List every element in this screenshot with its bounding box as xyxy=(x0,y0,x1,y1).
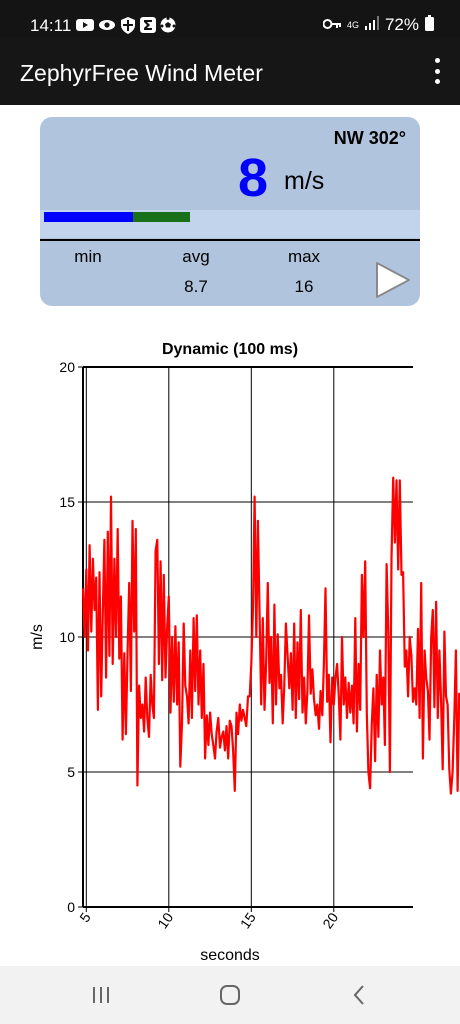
recents-icon[interactable] xyxy=(89,983,113,1007)
overflow-menu-icon[interactable] xyxy=(432,58,442,84)
wind-speed-value: 8 xyxy=(238,148,269,208)
chart-title: Dynamic (100 ms) xyxy=(162,341,298,358)
eye-icon xyxy=(98,18,116,32)
status-time: 14:11 xyxy=(30,16,72,35)
status-bar: 14:11 4G 72% xyxy=(0,0,460,38)
play-icon xyxy=(376,262,410,298)
battery-percent: 72% xyxy=(384,15,419,34)
panel-divider xyxy=(40,239,420,241)
y-tick-label-15: 15 xyxy=(59,494,75,510)
max-label: max xyxy=(287,247,321,266)
wind-panel: NW 302° 8 m/s min avg max 8.7 16 xyxy=(40,117,420,306)
signal-icon xyxy=(364,15,379,35)
y-tick-label-5: 5 xyxy=(67,764,75,780)
avg-label: avg xyxy=(182,247,210,266)
youtube-icon xyxy=(76,18,94,32)
y-tick-label-0: 0 xyxy=(67,899,75,915)
max-value: 16 xyxy=(294,277,314,296)
x-tick-label-5: 5 xyxy=(76,909,94,925)
play-button[interactable] xyxy=(374,261,412,299)
speed-bar xyxy=(40,210,420,238)
y-tick-label-10: 10 xyxy=(59,629,75,645)
shield-icon xyxy=(120,16,136,34)
app-title: ZephyrFree Wind Meter xyxy=(20,60,263,86)
speed-bar-blue xyxy=(44,212,133,222)
wind-direction: NW 302° xyxy=(333,128,406,148)
x-tick-label-20: 20 xyxy=(319,909,341,931)
sigma-icon xyxy=(140,17,156,33)
x-tick-label-15: 15 xyxy=(237,909,259,931)
wind-speed-series xyxy=(81,476,460,795)
min-label: min xyxy=(74,247,102,266)
status-notification-icons xyxy=(76,16,176,34)
home-icon[interactable] xyxy=(218,983,242,1007)
x-axis-label: seconds xyxy=(200,947,260,964)
back-icon[interactable] xyxy=(348,983,372,1007)
network-type: 4G xyxy=(346,20,359,30)
status-system-icons: 4G 72% xyxy=(322,14,434,36)
x-tick-label-10: 10 xyxy=(154,909,176,931)
navigation-bar xyxy=(0,966,460,1024)
soccer-ball-icon xyxy=(160,17,176,33)
app-bar: ZephyrFree Wind Meter xyxy=(0,38,460,105)
y-axis-label: m/s xyxy=(29,624,46,650)
battery-icon xyxy=(425,14,434,36)
avg-value: 8.7 xyxy=(184,277,208,296)
key-icon xyxy=(322,15,341,35)
speed-bar-green xyxy=(133,212,190,222)
y-tick-label-20: 20 xyxy=(59,359,75,375)
wind-speed-unit: m/s xyxy=(284,167,325,195)
